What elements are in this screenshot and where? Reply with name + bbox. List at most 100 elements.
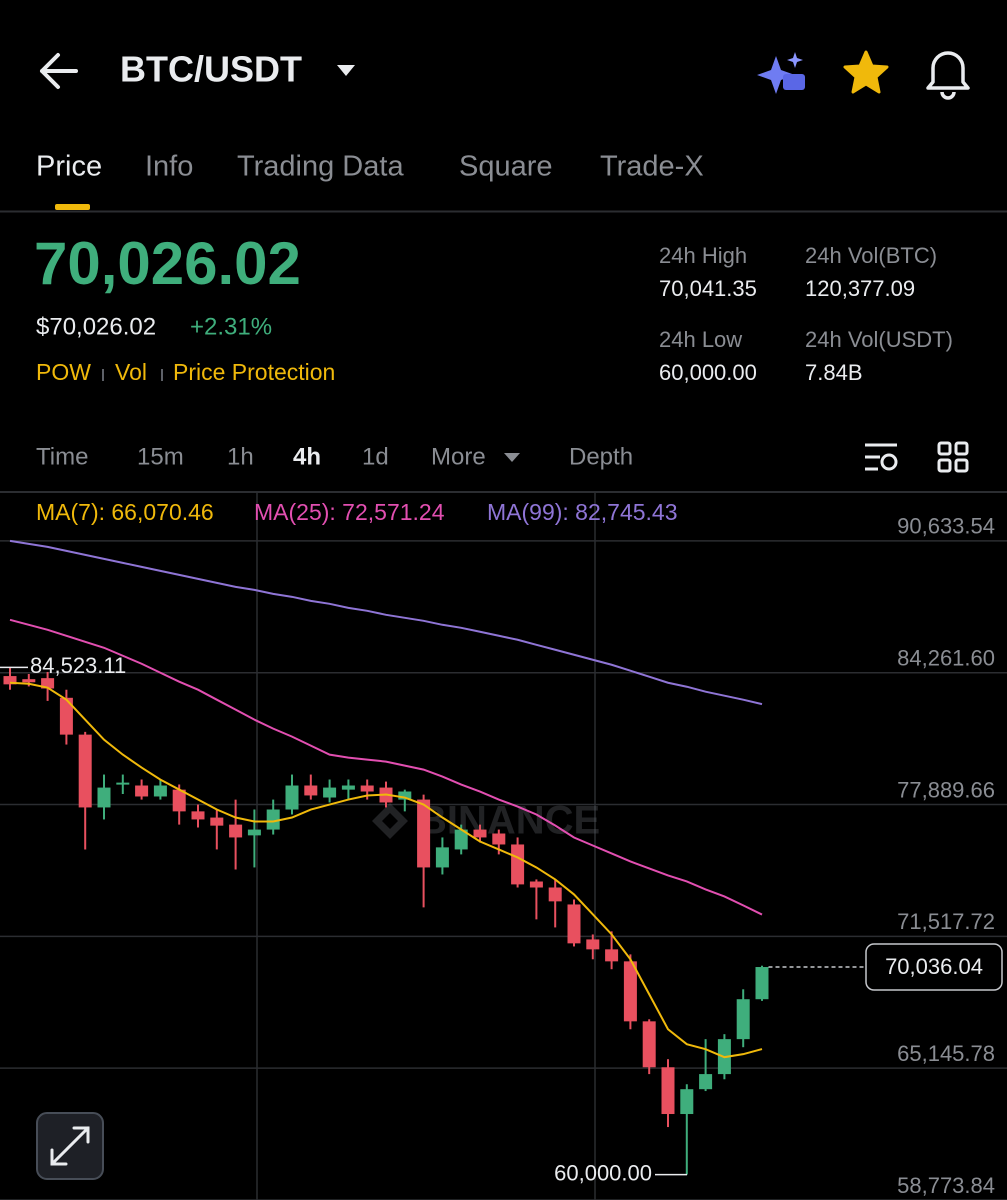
- candle-body: [454, 829, 468, 850]
- candle-body: [323, 787, 337, 798]
- grid: [0, 493, 1007, 1200]
- candle-body: [473, 829, 487, 838]
- icon-cell: [954, 458, 969, 473]
- icon-cell: [937, 441, 952, 456]
- layout-grid[interactable]: [937, 441, 969, 473]
- high-marker-label: 84,523.11: [30, 653, 126, 678]
- candle-body: [680, 1089, 694, 1115]
- candle-body: [398, 791, 412, 800]
- y-tick-label: 84,261.60: [897, 646, 995, 671]
- last-price-badge: [865, 943, 1003, 991]
- favorite-star[interactable]: [843, 50, 889, 94]
- candle-body: [153, 785, 167, 797]
- candle-body: [341, 785, 355, 790]
- price-change: +2.31%: [190, 313, 272, 340]
- interval-active[interactable]: 4h: [293, 443, 321, 470]
- back-button[interactable]: [40, 53, 78, 89]
- chart-labels: 90,633.54 84,261.60 77,889.66 71,517.72 65,1…: [0, 499, 1003, 1198]
- moving-averages: [9, 539, 763, 1059]
- interval[interactable]: Depth: [569, 443, 633, 470]
- candle-body: [548, 887, 562, 902]
- y-tick-label: 65,145.78: [897, 1041, 995, 1066]
- y-tick-label: 90,633.54: [897, 514, 995, 539]
- fiat-price: $70,026.02: [36, 313, 156, 340]
- bell-clapper: [940, 91, 956, 100]
- indicator-settings[interactable]: [865, 443, 898, 471]
- candle-body: [360, 785, 374, 792]
- last-price-label: 70,036.04: [885, 954, 983, 979]
- stat-label: 24h Vol(USDT): [805, 327, 953, 352]
- interval[interactable]: 15m: [137, 443, 184, 470]
- expand-icon: [50, 1126, 90, 1166]
- candle-body: [435, 847, 449, 868]
- active-tab-indicator: [55, 204, 90, 210]
- pair-dropdown-caret[interactable]: [337, 65, 355, 76]
- icon-gear: [880, 453, 898, 471]
- candle-body: [41, 678, 55, 689]
- tab[interactable]: Price: [36, 151, 102, 183]
- stat-value: 70,041.35: [659, 276, 757, 301]
- candle-body: [266, 809, 280, 830]
- interval[interactable]: 1h: [227, 443, 254, 470]
- ai-button[interactable]: [757, 52, 805, 94]
- y-tick-label: 77,889.66: [897, 777, 995, 802]
- candle-body: [191, 811, 205, 820]
- y-tick-label: 71,517.72: [897, 909, 995, 934]
- interval[interactable]: 1d: [362, 443, 389, 470]
- low-marker-label: 60,000.00: [554, 1160, 652, 1185]
- candle-body: [511, 844, 525, 885]
- candle-body: [623, 961, 637, 1022]
- candle-body: [304, 785, 318, 796]
- candle-body: [116, 782, 130, 785]
- tag[interactable]: Vol: [115, 359, 147, 385]
- ma-legend: MA(99): 82,745.43: [487, 499, 678, 525]
- stat-label: 24h Vol(BTC): [805, 243, 937, 268]
- alert-bell[interactable]: [926, 51, 970, 100]
- candle-body: [417, 799, 431, 868]
- candle-body: [736, 999, 750, 1040]
- tab[interactable]: Square: [459, 151, 553, 183]
- candle-body: [210, 817, 224, 826]
- candle-body: [3, 676, 17, 685]
- tab[interactable]: Trade-X: [600, 151, 704, 183]
- candle-body: [97, 787, 111, 808]
- ai-sparkle: [757, 56, 795, 94]
- candle-body: [755, 967, 769, 1000]
- tab[interactable]: Trading Data: [237, 151, 404, 183]
- candle-body: [661, 1067, 675, 1115]
- interval[interactable]: More: [431, 443, 486, 470]
- candle-body: [492, 833, 506, 845]
- bell-body: [926, 51, 970, 90]
- more-caret[interactable]: [504, 453, 520, 462]
- candle-body: [567, 904, 581, 944]
- ai-badge: [783, 74, 805, 90]
- candle-body: [229, 824, 243, 838]
- ma-line: [9, 618, 763, 916]
- candle-body: [172, 789, 186, 812]
- icon-cell: [954, 441, 969, 456]
- tag[interactable]: Price Protection: [173, 359, 335, 385]
- stat-value: 120,377.09: [805, 276, 915, 301]
- candle-body: [529, 881, 543, 888]
- candle-body: [22, 679, 36, 683]
- ma-line: [9, 539, 763, 706]
- stat-label: 24h High: [659, 243, 747, 268]
- fullscreen-button[interactable]: [36, 1112, 104, 1180]
- ma-legend: MA(25): 72,571.24: [254, 499, 445, 525]
- candle-body: [78, 734, 92, 808]
- ma-line: [9, 681, 763, 1059]
- candle-body: [586, 939, 600, 950]
- candle-body: [699, 1074, 713, 1090]
- last-price: 70,026.02: [34, 230, 301, 297]
- candle-body: [135, 785, 149, 797]
- candle-body: [642, 1021, 656, 1068]
- stat-value: 7.84B: [805, 360, 863, 385]
- candle-body: [59, 697, 73, 735]
- pair-title[interactable]: BTC/USDT: [120, 49, 302, 90]
- tag[interactable]: POW: [36, 359, 91, 385]
- candle-body: [247, 829, 261, 836]
- interval[interactable]: Time: [36, 443, 88, 470]
- tab[interactable]: Info: [145, 151, 193, 183]
